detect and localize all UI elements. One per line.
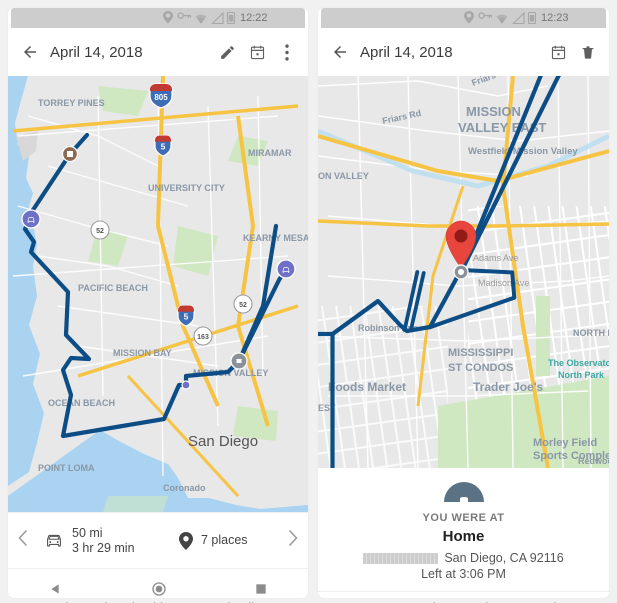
svg-text:ST CONDOS: ST CONDOS	[448, 362, 513, 374]
svg-text:TORREY PINES: TORREY PINES	[38, 98, 105, 108]
svg-text:MISSISSIPPI: MISSISSIPPI	[448, 347, 513, 359]
svg-text:Redwood: Redwood	[578, 456, 609, 466]
svg-text:12:22: 12:22	[240, 12, 268, 24]
svg-text:52: 52	[239, 302, 247, 309]
svg-text:Adams Ave: Adams Ave	[473, 253, 518, 263]
svg-text:12:23: 12:23	[541, 12, 569, 24]
svg-text:San Diego: San Diego	[188, 433, 258, 450]
svg-text:MISSION BAY: MISSION BAY	[113, 348, 172, 358]
svg-text:UNIVERSITY CITY: UNIVERSITY CITY	[148, 183, 225, 193]
svg-text:OCEAN BEACH: OCEAN BEACH	[48, 398, 115, 408]
svg-text:MIRAMAR: MIRAMAR	[248, 148, 292, 158]
svg-text:ON VALLEY: ON VALLEY	[318, 171, 369, 181]
svg-text:North Park: North Park	[558, 370, 605, 380]
svg-text:Coronado: Coronado	[163, 483, 206, 493]
svg-text:Trader Joe's: Trader Joe's	[473, 380, 544, 394]
svg-text:Madison Ave: Madison Ave	[478, 278, 529, 288]
svg-text:Foods Market: Foods Market	[328, 380, 406, 394]
svg-text:163: 163	[197, 334, 209, 341]
svg-text:MISSION: MISSION	[466, 104, 521, 119]
svg-text:NORTH P: NORTH P	[573, 328, 609, 338]
svg-text:The Observatory: The Observatory	[548, 358, 609, 368]
svg-text:PACIFIC BEACH: PACIFIC BEACH	[78, 283, 148, 293]
svg-text:52: 52	[96, 228, 104, 235]
svg-text:Morley Field: Morley Field	[533, 437, 597, 449]
svg-text:POINT LOMA: POINT LOMA	[38, 463, 95, 473]
